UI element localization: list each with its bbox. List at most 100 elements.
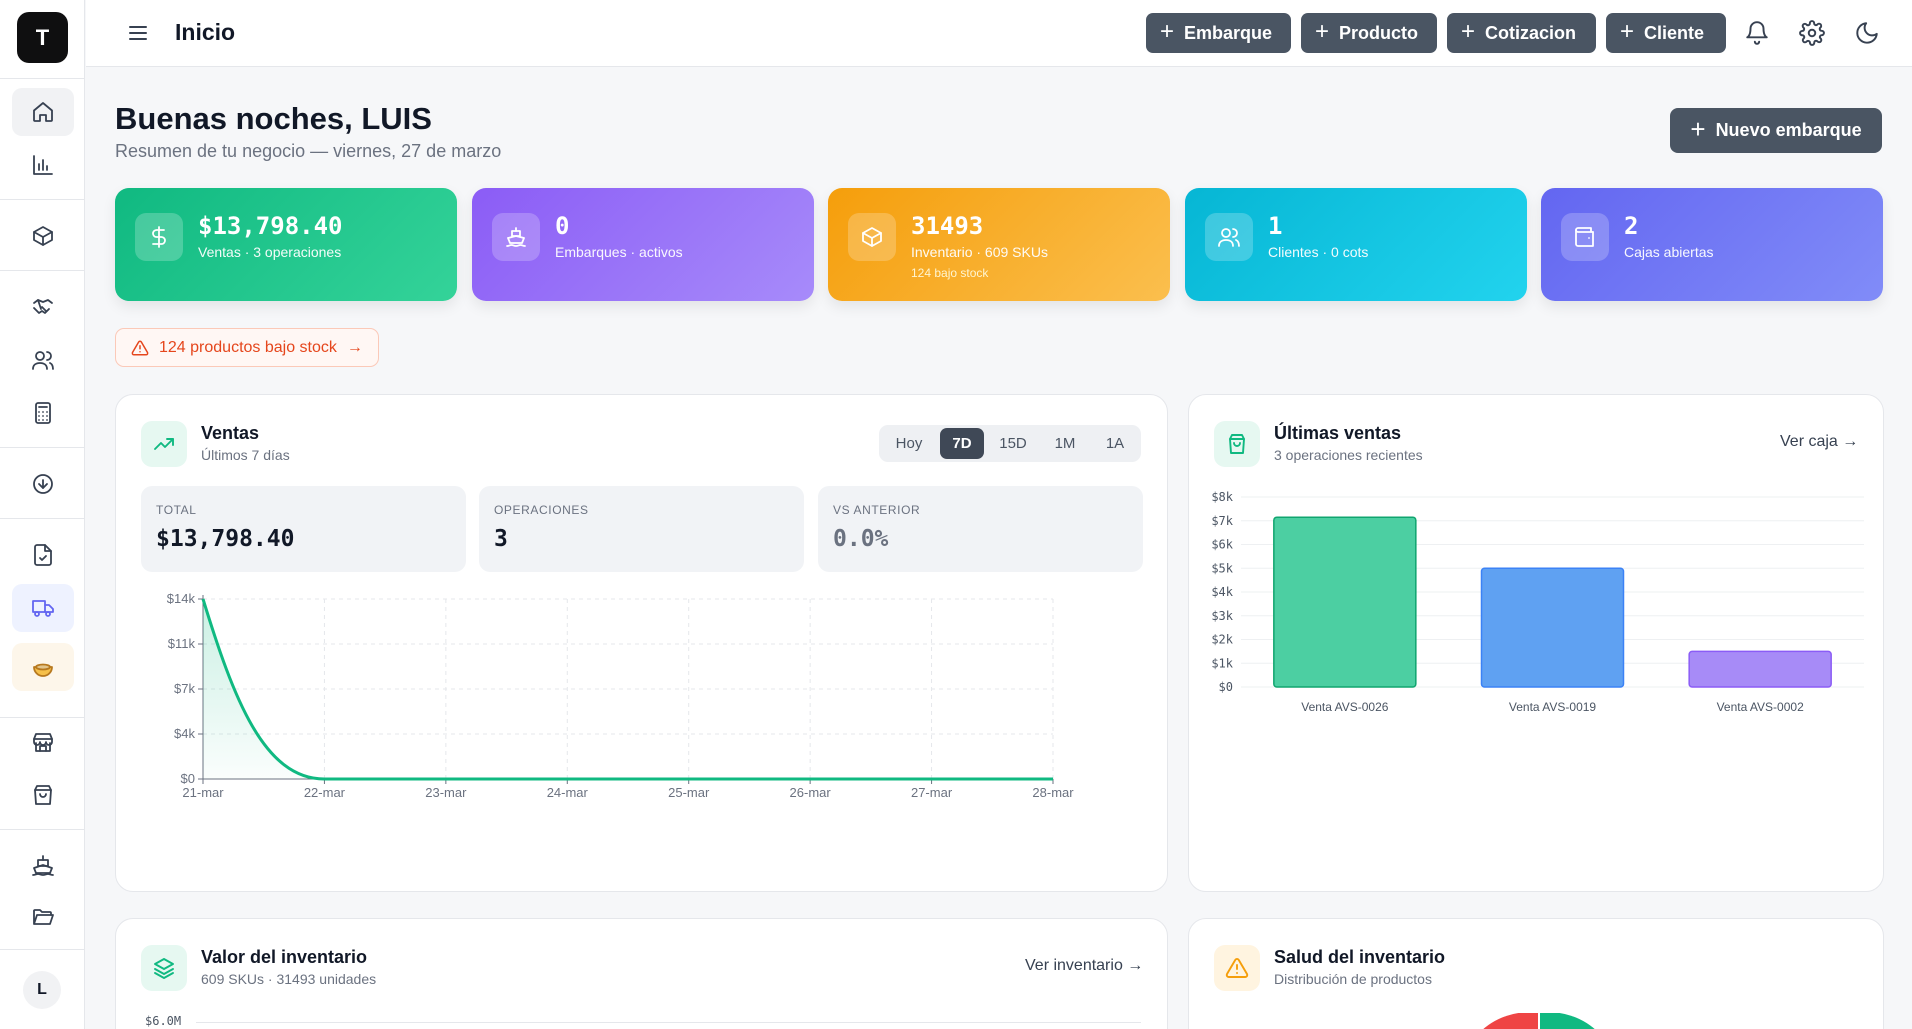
plus-icon: + bbox=[1690, 114, 1706, 144]
dollar-icon bbox=[152, 226, 166, 248]
bar-chart-icon bbox=[33, 155, 53, 175]
range-hoy[interactable]: Hoy bbox=[895, 435, 923, 452]
stat-icon-wrap bbox=[1205, 213, 1253, 261]
stat-label: Ventas · 3 operaciones bbox=[198, 244, 342, 260]
quick-action-label: Producto bbox=[1339, 22, 1419, 43]
app-logo-letter: T bbox=[35, 24, 50, 50]
trend-icon-wrap bbox=[141, 421, 187, 467]
menu-toggle-button[interactable] bbox=[126, 21, 150, 45]
sidebar-divider bbox=[0, 447, 85, 448]
sidebar-item-reports[interactable] bbox=[12, 141, 74, 189]
user-avatar[interactable]: L bbox=[23, 971, 61, 1009]
stat-card-registers[interactable]: 2 Cajas abiertas bbox=[1541, 188, 1883, 301]
view-inventory-link[interactable]: Ver inventario → bbox=[1025, 957, 1143, 975]
x-tick-label: Venta AVS-0026 bbox=[1301, 700, 1389, 714]
health-title: Salud del inventario bbox=[1274, 947, 1446, 967]
sidebar-item-clients[interactable] bbox=[12, 336, 74, 384]
y-tick-label: $14k bbox=[167, 591, 196, 606]
sidebar-item-store[interactable] bbox=[12, 718, 74, 766]
sidebar-item-files[interactable] bbox=[12, 893, 74, 941]
sidebar-item-quotes[interactable] bbox=[12, 283, 74, 331]
sidebar-item-downloads[interactable] bbox=[12, 460, 74, 508]
page-title: Inicio bbox=[175, 19, 236, 45]
sidebar-item-products[interactable] bbox=[12, 212, 74, 260]
view-register-link[interactable]: Ver caja → bbox=[1780, 433, 1858, 451]
kpi-label: VS ANTERIOR bbox=[833, 503, 921, 517]
y-tick-label: $11k bbox=[168, 636, 196, 651]
arrow-down-circle-icon bbox=[33, 474, 53, 494]
sidebar-item-tasks[interactable] bbox=[12, 531, 74, 579]
sidebar-item-food[interactable] bbox=[12, 643, 74, 691]
sidebar-divider bbox=[0, 78, 85, 79]
stat-value: 1 bbox=[1268, 212, 1283, 240]
hamburger-icon bbox=[129, 26, 147, 40]
quick-action-label: Cliente bbox=[1644, 22, 1705, 43]
x-tick-label: 24-mar bbox=[547, 785, 589, 800]
stat-icon-wrap bbox=[492, 213, 540, 261]
sidebar-divider bbox=[0, 829, 85, 830]
range-15d[interactable]: 15D bbox=[999, 435, 1027, 452]
low-stock-text: 124 productos bajo stock bbox=[159, 338, 337, 356]
donut-segment-low bbox=[1483, 1013, 1539, 1029]
sidebar-item-shipping[interactable] bbox=[12, 584, 74, 632]
handshake-icon bbox=[33, 299, 53, 314]
recent-subtitle: 3 operaciones recientes bbox=[1274, 447, 1423, 463]
avatar-letter: L bbox=[37, 981, 47, 998]
folder-open-icon bbox=[33, 909, 54, 925]
sales-title: Ventas bbox=[201, 423, 260, 443]
inventory-gridline bbox=[196, 1022, 1141, 1023]
recent-sales-panel: Últimas ventas 3 operaciones recientes V… bbox=[1188, 394, 1884, 892]
add-client-button[interactable]: + Cliente bbox=[1606, 13, 1726, 53]
y-tick-label: $3k bbox=[1211, 609, 1233, 623]
add-shipment-button[interactable]: + Embarque bbox=[1146, 13, 1291, 53]
app-logo[interactable]: T bbox=[17, 12, 68, 63]
x-tick-label: 26-mar bbox=[790, 785, 832, 800]
view-inventory-label: Ver inventario bbox=[1025, 957, 1123, 974]
new-shipment-button[interactable]: + Nuevo embarque bbox=[1670, 108, 1882, 153]
stat-card-inventory[interactable]: 31493 Inventario · 609 SKUs 124 bajo sto… bbox=[828, 188, 1170, 301]
sales-subtitle: Últimos 7 días bbox=[201, 447, 290, 463]
topbar: Inicio + Embarque + Producto + Cotizacion +… bbox=[86, 0, 1912, 67]
gear-icon bbox=[1799, 20, 1825, 46]
add-product-button[interactable]: + Producto bbox=[1301, 13, 1437, 53]
quick-action-label: Cotizacion bbox=[1485, 22, 1577, 43]
sales-line-chart: $0 $4k $7k $11k $14k 21-mar 22-mar 23-mar 24-mar… bbox=[167, 591, 1074, 800]
add-quote-button[interactable]: + Cotizacion bbox=[1447, 13, 1596, 53]
sidebar-divider bbox=[0, 199, 85, 200]
sidebar-item-home[interactable] bbox=[12, 88, 74, 136]
inventory-value-panel: Valor del inventario 609 SKUs · 31493 un… bbox=[115, 918, 1168, 1029]
range-1m[interactable]: 1M bbox=[1054, 435, 1076, 452]
sidebar-item-calculator[interactable] bbox=[12, 389, 74, 437]
range-7d[interactable]: 7D bbox=[940, 428, 984, 459]
x-tick-label: 28-mar bbox=[1032, 785, 1074, 800]
x-tick-label: Venta AVS-0002 bbox=[1717, 700, 1805, 714]
stat-label: Inventario · 609 SKUs bbox=[911, 244, 1048, 260]
box-icon bbox=[33, 226, 53, 246]
inventory-subtitle: 609 SKUs · 31493 unidades bbox=[201, 971, 377, 987]
stat-label: Clientes · 0 cots bbox=[1268, 244, 1369, 260]
inventory-health-panel: Salud del inventario Distribución de pro… bbox=[1188, 918, 1884, 1029]
notifications-button[interactable] bbox=[1744, 20, 1770, 46]
sales-line bbox=[201, 598, 1053, 781]
y-tick-label: $7k bbox=[1211, 514, 1233, 528]
theme-toggle-button[interactable] bbox=[1854, 20, 1880, 46]
sidebar-item-shop[interactable] bbox=[12, 771, 74, 819]
sidebar-item-ships[interactable] bbox=[12, 842, 74, 890]
plus-icon: + bbox=[1461, 18, 1476, 45]
x-tick-label: Venta AVS-0019 bbox=[1509, 700, 1597, 714]
stat-card-sales[interactable]: $13,798.40 Ventas · 3 operaciones bbox=[115, 188, 457, 301]
low-stock-alert[interactable]: 124 productos bajo stock → bbox=[115, 328, 379, 367]
plus-icon: + bbox=[1620, 18, 1635, 45]
stat-card-shipments[interactable]: 0 Embarques · activos bbox=[472, 188, 814, 301]
x-tick-label: 27-mar bbox=[911, 785, 953, 800]
y-tick-label: $4k bbox=[174, 726, 195, 741]
settings-button[interactable] bbox=[1799, 20, 1825, 46]
range-1a[interactable]: 1A bbox=[1105, 435, 1125, 452]
stat-card-clients[interactable]: 1 Clientes · 0 cots bbox=[1185, 188, 1527, 301]
y-tick-label: $5k bbox=[1211, 561, 1233, 575]
sidebar-divider bbox=[0, 949, 85, 950]
arrow-right-icon: → bbox=[346, 338, 363, 356]
x-tick-label: 23-mar bbox=[425, 785, 467, 800]
home-icon bbox=[33, 102, 53, 122]
store-icon bbox=[33, 733, 53, 752]
